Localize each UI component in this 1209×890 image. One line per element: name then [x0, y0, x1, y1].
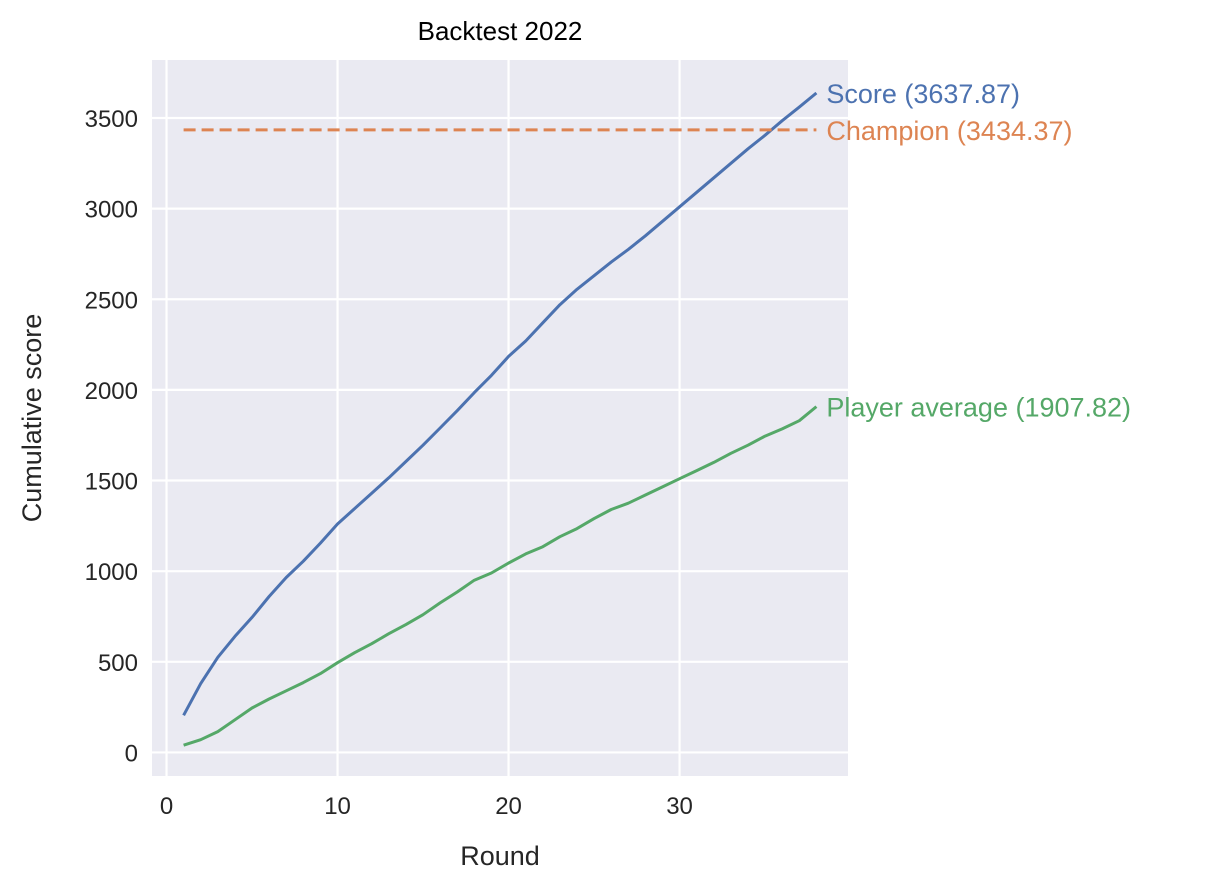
x-tick-label: 30	[666, 793, 693, 820]
y-tick-label: 2000	[85, 378, 138, 405]
y-axis-label: Cumulative score	[17, 314, 47, 523]
y-tick-label: 3000	[85, 197, 138, 224]
series-layer	[182, 91, 818, 747]
series-end-label: Score (3637.87)	[826, 79, 1020, 109]
x-axis-ticks: 0 10 20 30	[160, 793, 693, 820]
x-tick-label: 0	[160, 793, 173, 820]
chart-title: Backtest 2022	[418, 16, 583, 46]
x-axis-label: Round	[460, 841, 540, 871]
grid	[152, 60, 848, 776]
series-line-player-average	[183, 405, 818, 747]
y-tick-label: 1000	[85, 559, 138, 586]
y-tick-label: 1500	[85, 469, 138, 496]
y-axis-ticks: 0 500 1000 1500 2000 2500 3000 3500	[85, 106, 138, 767]
y-tick-label: 3500	[85, 106, 138, 133]
x-tick-label: 20	[495, 793, 522, 820]
plot-background	[152, 60, 848, 776]
y-tick-label: 2500	[85, 287, 138, 314]
y-tick-label: 0	[125, 740, 138, 767]
series-end-label: Champion (3434.37)	[826, 116, 1072, 146]
series-line-score	[182, 91, 818, 717]
x-tick-label: 10	[324, 793, 351, 820]
series-end-labels: Score (3637.87) Champion (3434.37) Player …	[826, 79, 1131, 423]
y-tick-label: 500	[98, 650, 138, 677]
series-end-label: Player average (1907.82)	[826, 393, 1131, 423]
